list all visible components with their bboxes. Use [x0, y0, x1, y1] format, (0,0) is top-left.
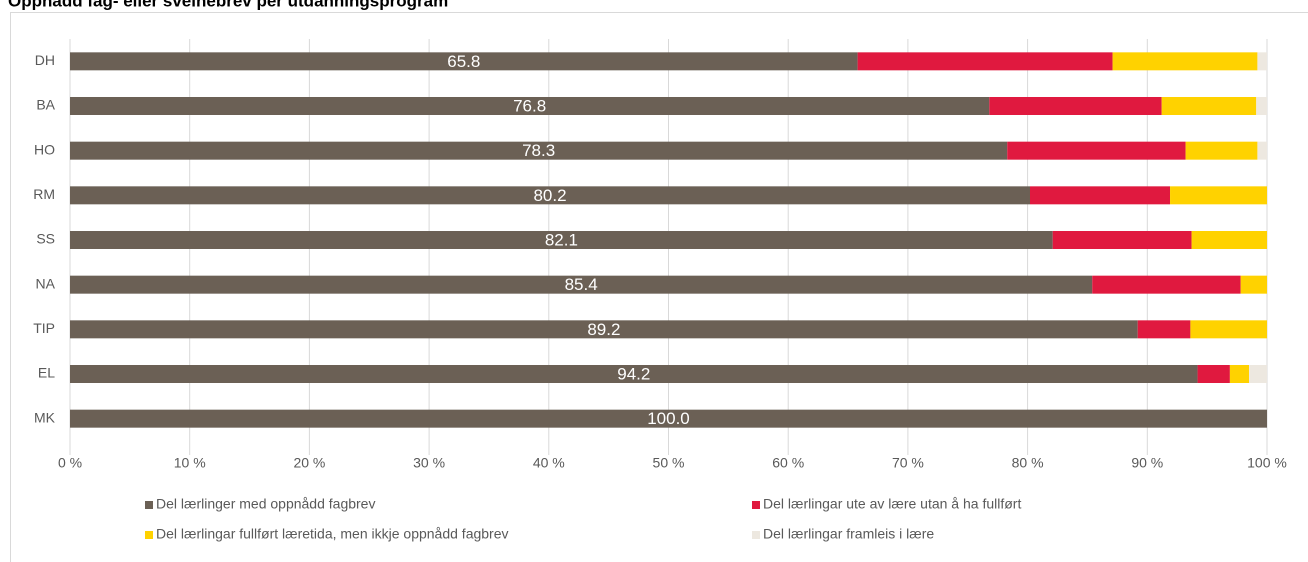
data-label: 65.8	[447, 52, 480, 71]
legend-label: Del lærlingar framleis i lære	[763, 526, 934, 542]
bar-segment	[70, 97, 990, 115]
data-label: 76.8	[513, 96, 546, 115]
bar-segment	[1137, 320, 1191, 339]
y-tick-label: DH	[35, 52, 55, 68]
bar-segment	[1052, 231, 1192, 249]
bar-segment	[1240, 275, 1267, 294]
bar-segment	[70, 409, 1267, 428]
x-tick-label: 0 %	[58, 455, 82, 471]
bar-segment	[1257, 141, 1267, 160]
data-label: 94.2	[617, 364, 650, 383]
x-tick-label: 20 %	[293, 455, 325, 471]
bar-segment	[1007, 141, 1186, 160]
x-tick-label: 80 %	[1012, 455, 1044, 471]
bar-segment	[1161, 97, 1257, 115]
bar-segment	[70, 186, 1030, 205]
legend-label: Del lærlingar ute av lære utan å ha full…	[763, 496, 1021, 512]
bar-segment	[1191, 231, 1267, 249]
bar-segment	[70, 365, 1198, 383]
data-label: 78.3	[522, 141, 555, 160]
bar-segment	[1190, 320, 1267, 339]
bar-segment	[1185, 141, 1258, 160]
bar-segment	[1249, 365, 1267, 383]
legend-swatch	[145, 531, 153, 539]
y-tick-label: BA	[36, 97, 55, 113]
bar-segment	[70, 320, 1138, 339]
y-tick-label: MK	[34, 409, 56, 425]
data-label: 82.1	[545, 230, 578, 249]
data-label: 89.2	[587, 320, 620, 339]
bar-segment	[1170, 186, 1267, 205]
y-tick-label: SS	[36, 231, 55, 247]
bar-segment	[989, 97, 1162, 115]
y-tick-label: HO	[34, 141, 55, 157]
bar-segment	[857, 52, 1113, 71]
x-tick-label: 10 %	[174, 455, 206, 471]
legend-label: Del lærlinger med oppnådd fagbrev	[156, 496, 375, 512]
bar-segment	[1092, 275, 1241, 294]
y-tick-label: NA	[36, 275, 56, 291]
data-label: 100.0	[647, 409, 690, 428]
x-tick-label: 70 %	[892, 455, 924, 471]
legend-swatch	[752, 531, 760, 539]
bar-segment	[70, 141, 1008, 160]
data-label: 85.4	[565, 275, 598, 294]
bar-segment	[1197, 365, 1230, 383]
bar-segment	[1257, 52, 1267, 71]
x-tick-label: 100 %	[1247, 455, 1287, 471]
legend-swatch	[752, 501, 760, 509]
x-tick-label: 60 %	[772, 455, 804, 471]
x-tick-label: 40 %	[533, 455, 565, 471]
y-tick-label: TIP	[33, 320, 55, 336]
x-tick-label: 90 %	[1131, 455, 1163, 471]
chart-title: Oppnådd fag- eller sveinebrev per utdann…	[8, 0, 448, 10]
bar-segment	[1229, 365, 1250, 383]
data-label: 80.2	[533, 186, 566, 205]
x-tick-label: 30 %	[413, 455, 445, 471]
bar-segment	[1112, 52, 1258, 71]
bar-segment	[1029, 186, 1171, 205]
legend-label: Del lærlingar fullført læretida, men ikk…	[156, 526, 509, 542]
bar-segment	[70, 52, 858, 71]
bar-segment	[70, 275, 1093, 294]
bar-segment	[1256, 97, 1267, 115]
bar-segment	[70, 231, 1053, 249]
y-tick-label: RM	[33, 186, 55, 202]
y-tick-label: EL	[38, 365, 55, 381]
x-tick-label: 50 %	[653, 455, 685, 471]
legend-swatch	[145, 501, 153, 509]
